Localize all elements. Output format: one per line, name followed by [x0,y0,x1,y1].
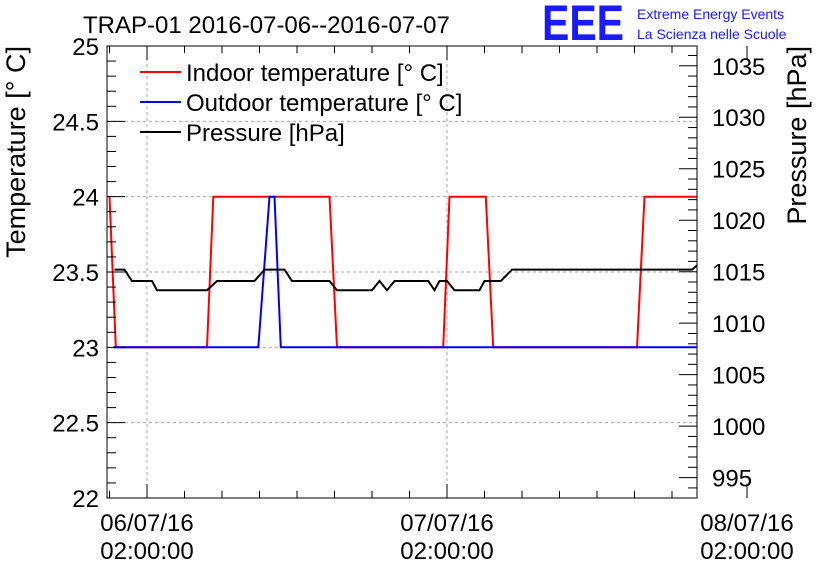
x-tick-time-label: 02:00:00 [400,538,493,565]
x-tick-date-label: 06/07/16 [100,510,193,537]
y-right-tick-label: 1035 [712,54,765,81]
x-tick-time-label: 02:00:00 [700,538,793,565]
eee-logo-mark: EEE [542,0,624,51]
y-left-tick-label: 22 [72,486,99,513]
tick-layer: 06/07/1602:00:0007/07/1602:00:0008/07/16… [52,34,793,565]
y-left-tick-label: 23 [72,335,99,362]
pressure-line [114,264,697,293]
legend: Indoor temperature [° C] Outdoor tempera… [140,60,462,147]
x-tick-date-label: 07/07/16 [400,510,493,537]
legend-label-indoor: Indoor temperature [° C] [186,60,444,87]
y-axis-right-label: Pressure [hPa] [782,46,812,225]
y-right-tick-label: 1010 [712,311,765,338]
y-left-tick-label: 23.5 [52,260,99,287]
logo-line-1: Extreme Energy Events [637,6,784,22]
y-right-tick-label: 1020 [712,208,765,235]
y-right-tick-label: 1000 [712,414,765,441]
chart-title: TRAP-01 2016-07-06--2016-07-07 [83,12,450,39]
outdoor-temperature-line [113,195,697,349]
legend-label-pressure: Pressure [hPa] [186,120,345,147]
legend-label-outdoor: Outdoor temperature [° C] [186,90,462,117]
logo-line-2: La Scienza nelle Scuole [637,26,787,42]
y-right-tick-label: 1015 [712,260,765,287]
y-right-tick-label: 1025 [712,157,765,184]
y-left-tick-label: 25 [72,34,99,61]
y-right-tick-label: 1005 [712,363,765,390]
y-right-tick-label: 1030 [712,105,765,132]
series-layer [108,195,697,349]
y-right-tick-label: 995 [712,466,752,493]
x-tick-time-label: 02:00:00 [100,538,193,565]
y-left-tick-label: 24.5 [52,109,99,136]
x-tick-date-label: 08/07/16 [700,510,793,537]
y-left-tick-label: 22.5 [52,411,99,438]
y-axis-left-label: Temperature [° C] [1,46,31,258]
y-left-tick-label: 24 [72,185,99,212]
